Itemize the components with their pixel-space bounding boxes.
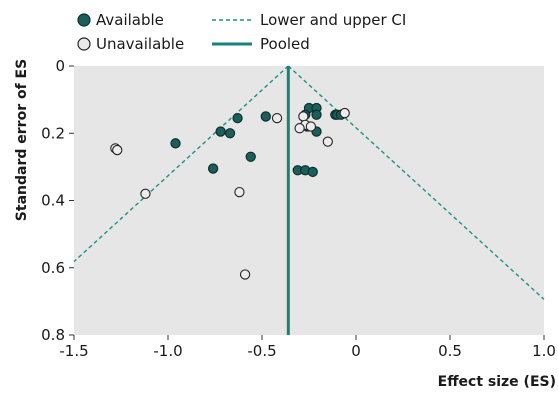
legend: Available Unavailable Lower and upper CI…	[77, 11, 406, 53]
y-tick-label: 0.8	[41, 326, 65, 344]
legend-ci-label: Lower and upper CI	[260, 11, 406, 29]
lower-ci-line	[73, 65, 289, 263]
y-tick-label: 0.2	[41, 124, 65, 142]
y-tick-label: 0.6	[41, 259, 65, 277]
available-study-point	[260, 111, 271, 122]
legend-available-label: Available	[96, 11, 164, 29]
upper-ci-line	[287, 65, 545, 300]
available-study-point	[224, 128, 236, 139]
x-tick-label: 0.5	[438, 342, 462, 360]
x-tick-label: 0	[351, 342, 361, 360]
unavailable-study-point	[271, 112, 283, 124]
available-study-point	[307, 166, 318, 178]
x-tick-label: 1.0	[532, 342, 556, 360]
unavailable-study-point	[112, 144, 123, 156]
unavailable-study-point	[239, 269, 251, 280]
y-tick-label: 0.4	[41, 192, 65, 210]
funnel-lines	[73, 65, 545, 335]
available-study-point	[207, 163, 219, 174]
x-tick-label: -1.0	[153, 342, 182, 360]
axis-ticks: -1.5 -1.0 -0.5 0 0.5 1.0 0 0.2 0.4 0.6 0.8	[41, 57, 556, 360]
available-study-point	[215, 126, 226, 137]
x-tick-label: -0.5	[247, 342, 276, 360]
unavailable-study-point	[298, 111, 309, 122]
unavailable-study-point	[294, 123, 305, 134]
y-axis-title: Standard error of ES	[14, 59, 30, 221]
unavailable-study-point	[322, 136, 333, 147]
available-study-point	[170, 138, 181, 149]
unavailable-study-point	[140, 188, 151, 199]
study-points	[110, 102, 350, 280]
unavailable-study-point	[339, 107, 350, 119]
legend-pooled-label: Pooled	[260, 35, 310, 53]
legend-available-marker	[77, 13, 91, 27]
available-study-point	[245, 151, 256, 162]
x-tick-label: -1.5	[59, 342, 88, 360]
legend-unavailable-label: Unavailable	[96, 35, 184, 53]
x-axis-title: Effect size (ES)	[438, 374, 556, 390]
legend-unavailable-marker	[77, 37, 91, 51]
available-study-point	[232, 112, 243, 124]
y-tick-label: 0	[55, 57, 65, 75]
available-study-point	[311, 109, 322, 120]
unavailable-study-point	[305, 121, 317, 132]
unavailable-study-point	[234, 186, 245, 198]
